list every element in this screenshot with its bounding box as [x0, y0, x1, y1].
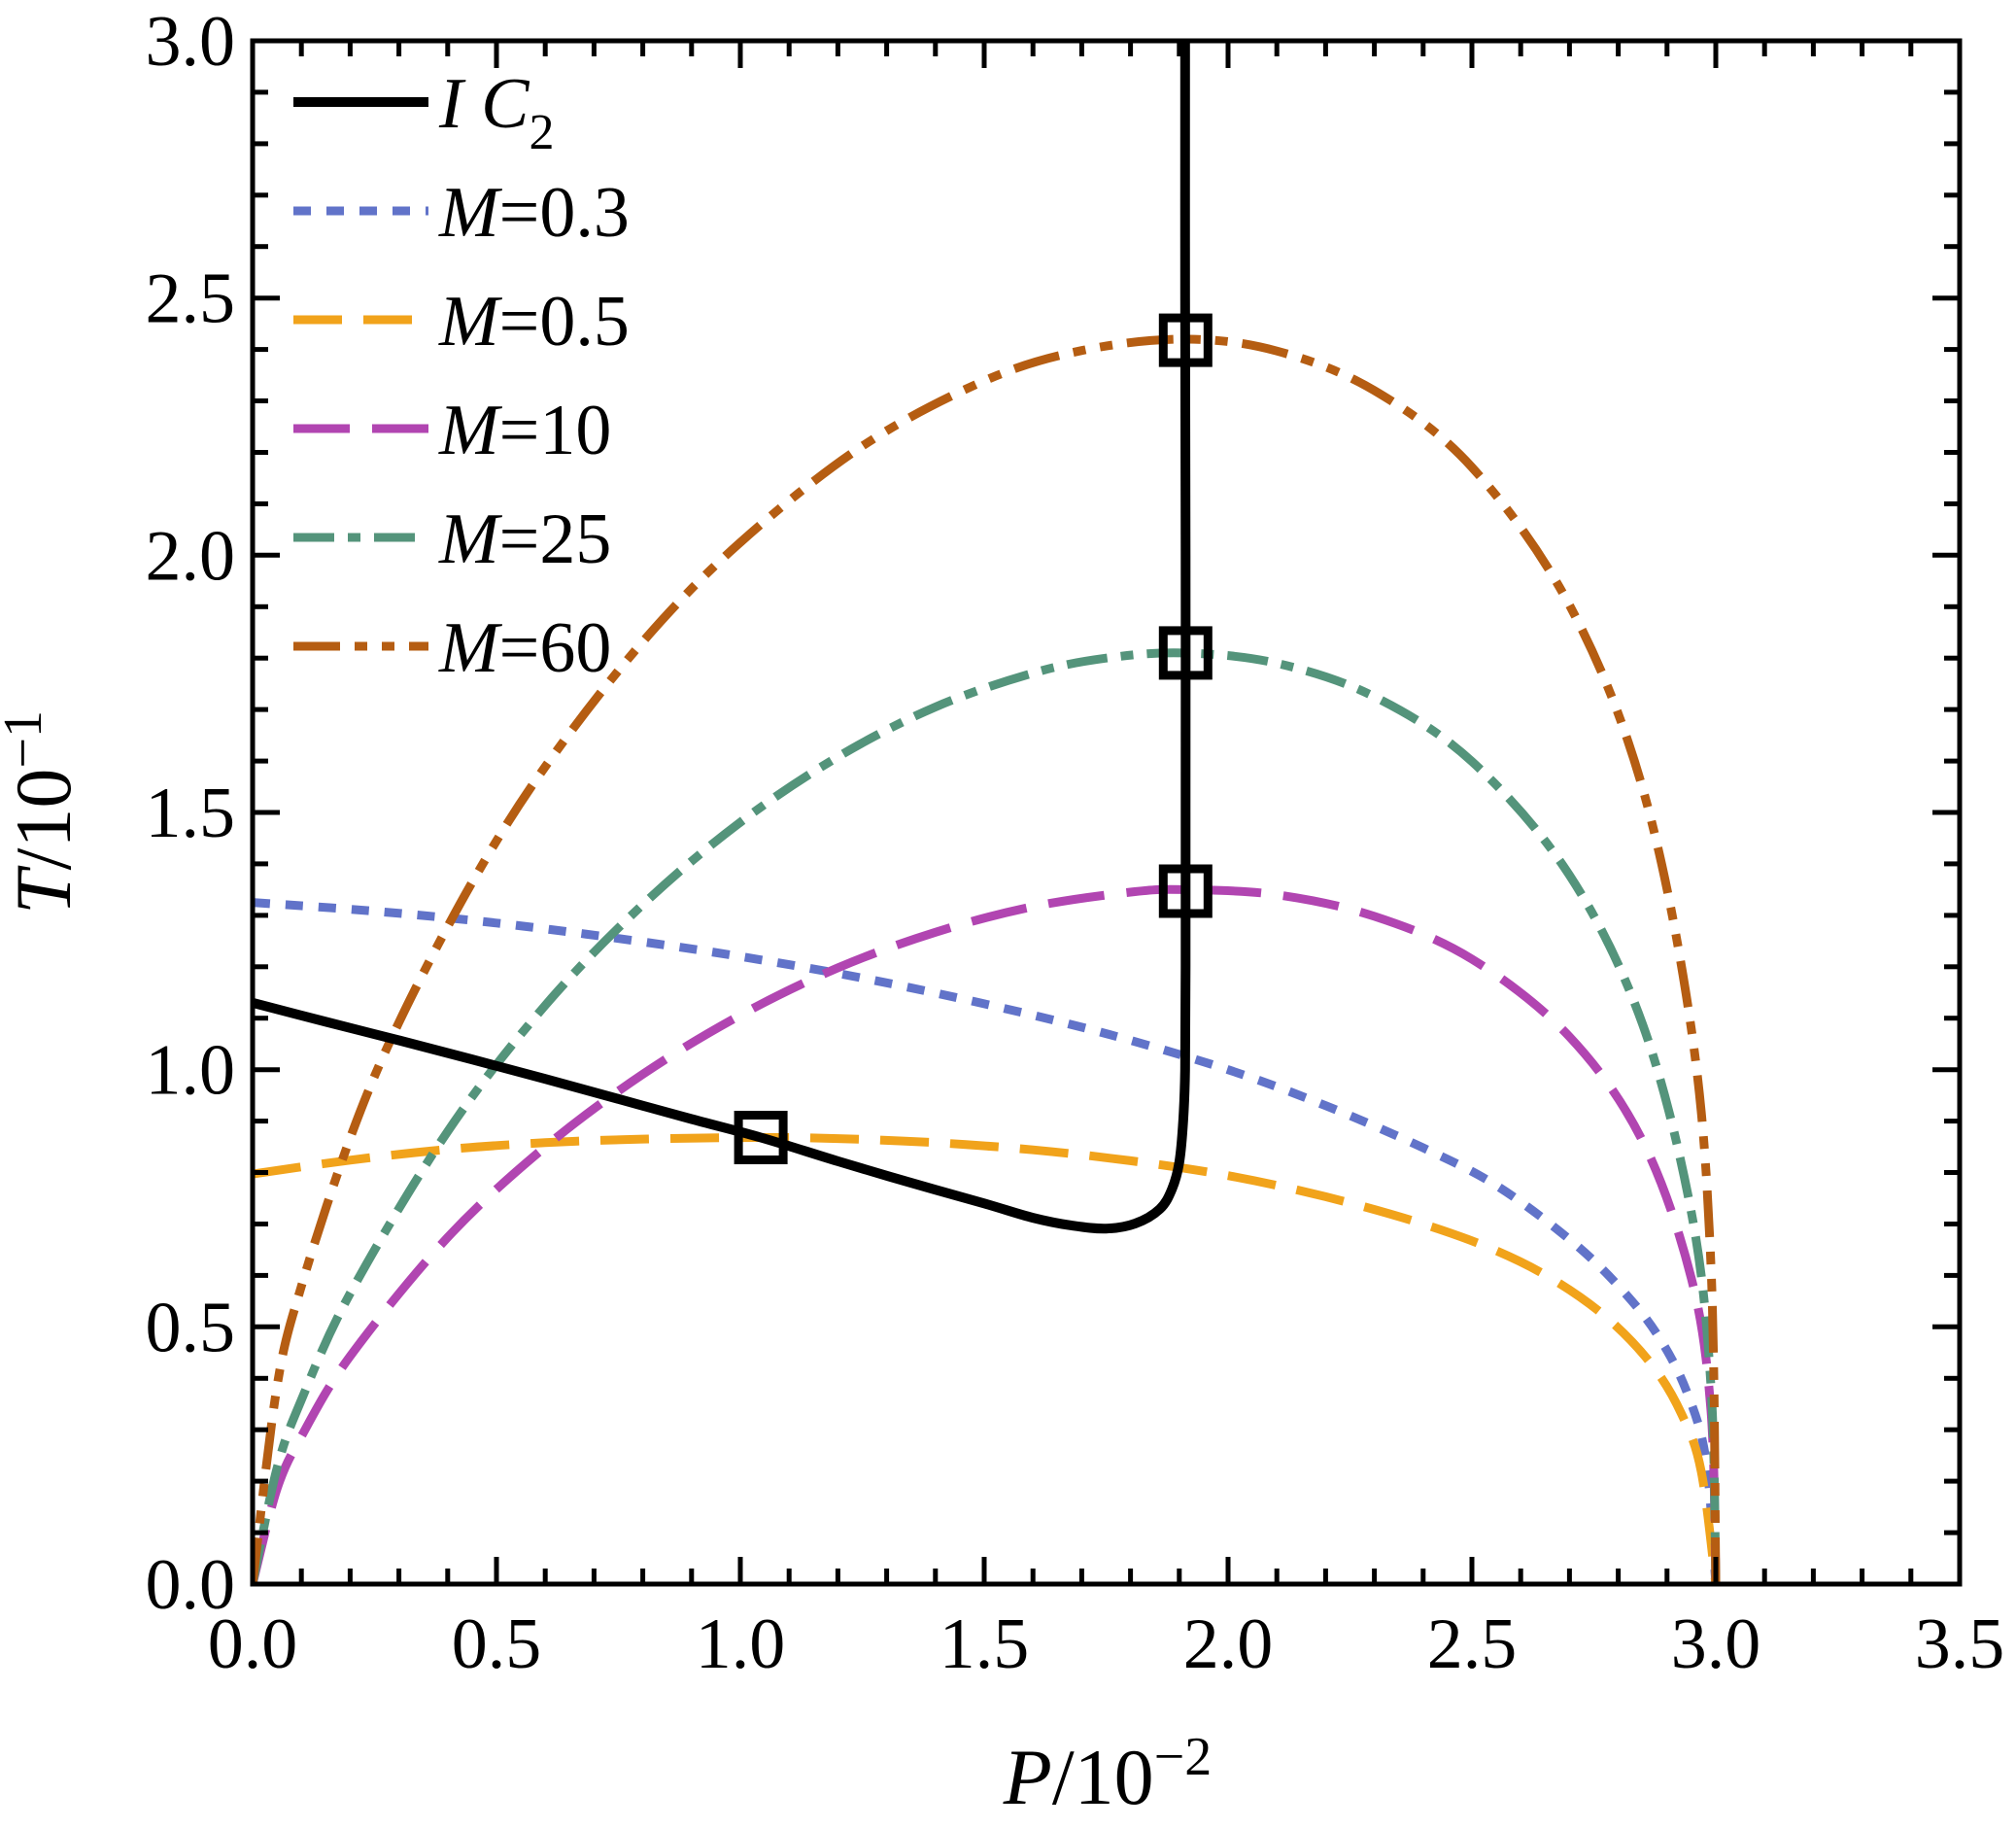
x-tick-label: 2.5: [1427, 1604, 1518, 1684]
curve-m10: [252, 884, 1721, 1585]
y-tick-label: 2.5: [146, 259, 236, 339]
curve-ic2: [252, 40, 1191, 1234]
y-tick-label: 2.0: [146, 516, 236, 596]
x-tick-label: 3.5: [1915, 1604, 2005, 1684]
x-tick-label: 2.0: [1183, 1604, 1274, 1684]
y-tick-label: 3.0: [146, 2, 236, 82]
legend-label-m05: M=0.5: [438, 282, 630, 362]
y-axis-title: T/10−1: [0, 710, 87, 914]
legend-label-m03: M=0.3: [438, 173, 630, 253]
x-tick-label: 0.5: [452, 1604, 542, 1684]
x-tick-label: 1.0: [696, 1604, 786, 1684]
x-tick-label: 0.0: [208, 1604, 298, 1684]
legend-label-m25: M=25: [438, 500, 611, 579]
critical-point-marker: [1158, 313, 1213, 367]
critical-point-marker: [734, 1111, 788, 1164]
legend-label-ic2: I C2: [438, 64, 555, 160]
x-tick-label: 1.5: [940, 1604, 1030, 1684]
curve-m05: [252, 1132, 1721, 1585]
y-tick-label: 0.0: [146, 1545, 236, 1625]
ticks-group: [250, 38, 1963, 1587]
markers-group: [734, 313, 1213, 1164]
critical-point-marker: [1158, 626, 1213, 680]
legend-label-m10: M=10: [438, 391, 611, 470]
curve-m25: [252, 648, 1721, 1585]
y-tick-label: 1.0: [146, 1031, 236, 1111]
y-tick-label: 1.5: [146, 774, 236, 853]
x-tick-label: 3.0: [1671, 1604, 1761, 1684]
curve-m60: [252, 334, 1721, 1585]
legend: I C2 M=0.3 M=0.5 M=10 M=25 M=60: [293, 64, 630, 688]
critical-point-marker: [1158, 864, 1213, 918]
y-tick-label: 0.5: [146, 1288, 236, 1367]
x-axis-title: P/10−2: [1003, 1727, 1212, 1821]
legend-label-m60: M=60: [438, 608, 611, 688]
curves-group: [252, 40, 1721, 1585]
